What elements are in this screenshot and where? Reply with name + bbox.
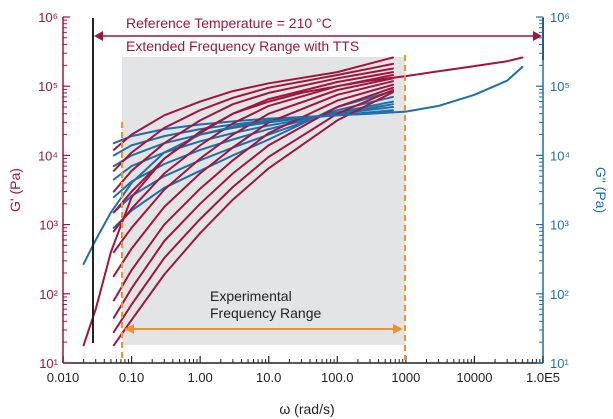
gprime-isotherm-line	[112, 83, 394, 302]
gprime-isotherm-line	[112, 77, 394, 254]
y-left-tick-label: 10⁴	[38, 148, 58, 163]
y-left-tick-label: 10²	[39, 287, 58, 302]
y-right-tick-label: 10⁵	[550, 79, 570, 94]
y-left-tick-label: 10¹	[39, 356, 58, 371]
experimental-range-arrowhead-left	[124, 324, 134, 334]
x-tick-label: 0.10	[119, 370, 144, 385]
y-right-tick-label: 10²	[550, 287, 569, 302]
y-right-tick-label: 10¹	[550, 356, 569, 371]
gprime-isotherm-line	[112, 74, 394, 233]
curves-group	[82, 56, 524, 347]
gprime-isotherm-line	[112, 86, 394, 319]
y-left-tick-label: 10⁶	[38, 10, 58, 25]
x-tick-label: 1000	[391, 370, 420, 385]
axes-group	[62, 17, 544, 364]
reference-temp-label: Reference Temperature = 210 °C	[126, 15, 332, 31]
gprime-isotherm-line	[112, 91, 394, 347]
extended-range-label-bg	[122, 38, 402, 56]
x-tick-label: 100.0	[321, 370, 354, 385]
experimental-label-line2: Frequency Range	[210, 305, 322, 321]
extended-range-arrowhead-right	[533, 31, 542, 41]
y-axis-left-label: G' (Pa)	[7, 168, 23, 212]
extended-range-arrowhead-left	[94, 31, 103, 41]
gprime-isotherm-line	[112, 89, 394, 334]
y-left-tick-label: 10⁵	[38, 79, 58, 94]
gprime-isotherm-line	[112, 80, 394, 278]
x-tick-label: 10000	[456, 370, 492, 385]
extended-range-label: Extended Frequency Range with TTS	[126, 38, 359, 54]
experimental-range-arrowhead-right	[393, 324, 403, 334]
x-tick-label: 1.0E5	[526, 370, 560, 385]
gprime-isotherm-line	[112, 56, 394, 151]
y-left-tick-label: 10³	[39, 218, 58, 233]
x-tick-label: 1.00	[187, 370, 212, 385]
x-tick-label: 10.0	[256, 370, 281, 385]
x-axis-label: ω (rad/s)	[279, 401, 334, 417]
experimental-label-line1: Experimental	[210, 288, 292, 304]
y-right-tick-label: 10⁴	[550, 148, 570, 163]
reference-temp-label-bg	[122, 14, 388, 32]
gprime-isotherm-line	[112, 67, 394, 193]
y-axis-right-label: G" (Pa)	[593, 167, 609, 213]
x-tick-label: 0.010	[47, 370, 80, 385]
y-right-tick-label: 10³	[550, 218, 569, 233]
y-right-tick-label: 10⁶	[550, 10, 570, 25]
gprime-isotherm-line	[112, 62, 394, 172]
